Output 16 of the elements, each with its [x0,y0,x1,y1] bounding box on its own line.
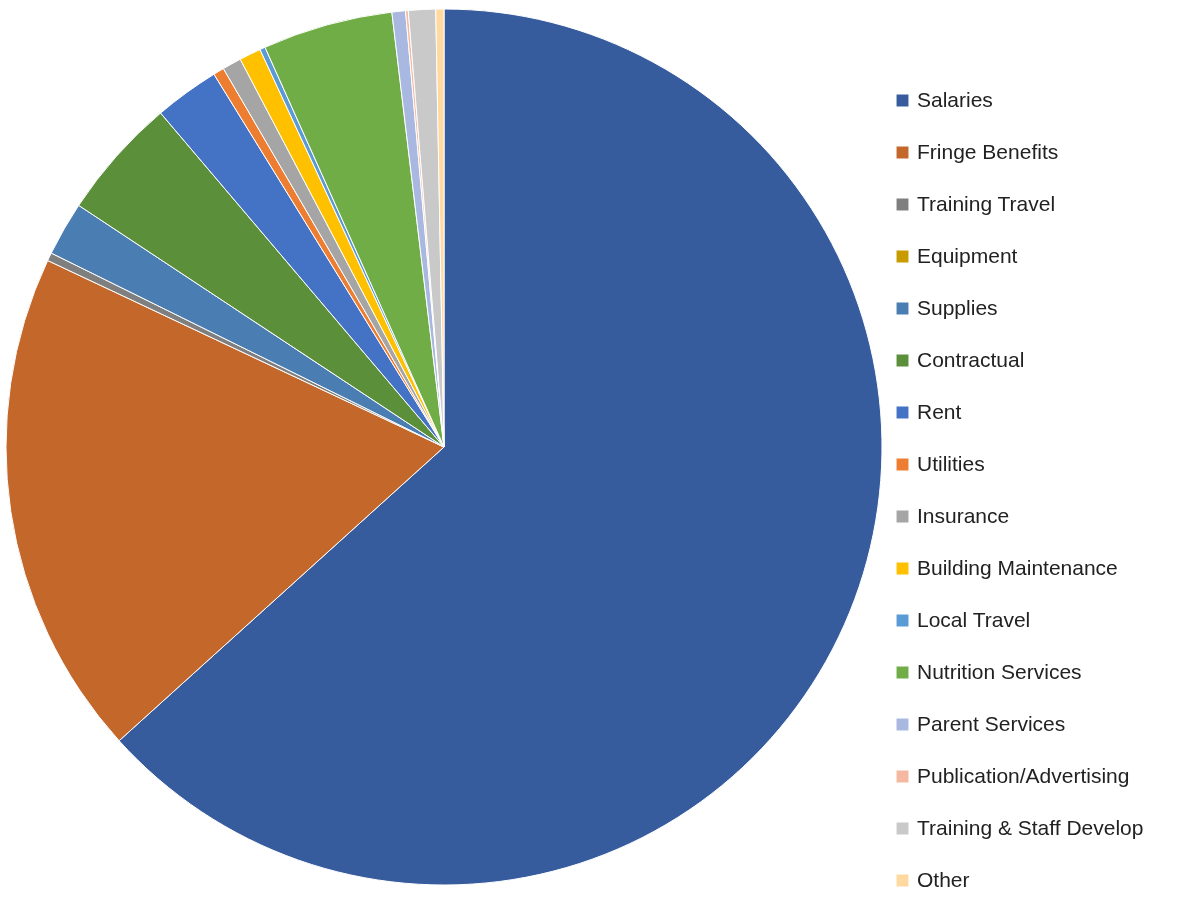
legend-label: Publication/Advertising [917,763,1130,787]
legend-label: Other [917,867,970,891]
legend-label: Rent [917,399,962,423]
legend-label: Building Maintenance [917,555,1118,579]
legend-label: Training & Staff Develop [917,815,1144,839]
legend-label: Training Travel [917,191,1056,215]
legend-label: Salaries [917,87,993,111]
legend-label: Insurance [917,503,1010,527]
legend-label: Supplies [917,295,998,319]
legend-label: Nutrition Services [917,659,1082,683]
legend-label: Contractual [917,347,1025,371]
legend-label: Utilities [917,451,985,475]
legend-label: Fringe Benefits [917,139,1059,163]
legend-label: Equipment [917,243,1018,267]
legend-label: Parent Services [917,711,1066,735]
legend-label: Local Travel [917,607,1031,631]
